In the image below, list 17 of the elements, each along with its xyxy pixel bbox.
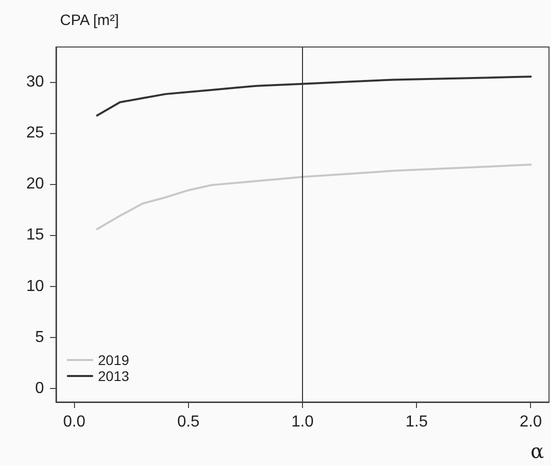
y-tick-label: 30 bbox=[26, 73, 44, 90]
y-tick-label: 10 bbox=[26, 278, 44, 295]
y-tick-label: 20 bbox=[26, 176, 44, 193]
x-tick-label: 1.0 bbox=[291, 414, 314, 430]
x-tick-label: 0.0 bbox=[63, 414, 86, 430]
x-tick-label: 1.5 bbox=[405, 414, 428, 430]
y-tick-label: 5 bbox=[35, 329, 44, 346]
y-tick-label: 25 bbox=[26, 124, 44, 142]
y-tick-label: 0 bbox=[35, 380, 44, 398]
legend-label: 2013 bbox=[98, 368, 130, 384]
x-axis-title: α bbox=[530, 439, 544, 463]
y-axis-title: CPA [m²] bbox=[60, 12, 119, 29]
x-tick-label: 2.0 bbox=[520, 414, 542, 430]
y-tick-label: 15 bbox=[26, 226, 44, 244]
legend-label: 2019 bbox=[98, 352, 130, 368]
x-tick-label: 0.5 bbox=[177, 414, 200, 430]
line-series bbox=[96, 164, 532, 230]
